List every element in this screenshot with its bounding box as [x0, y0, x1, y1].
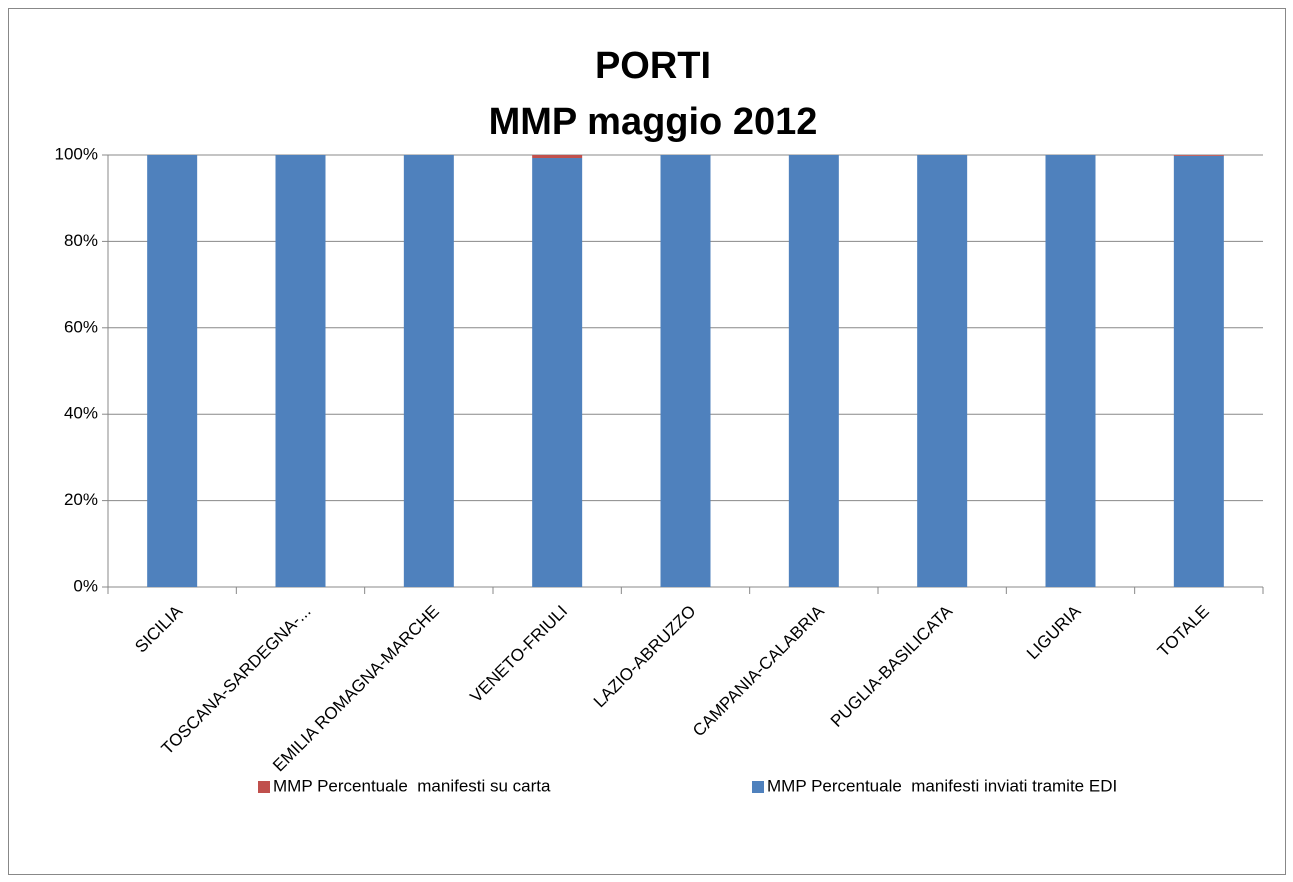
bar	[1045, 155, 1096, 587]
y-tick-label: 80%	[64, 231, 98, 250]
bar	[788, 155, 839, 587]
chart-title: PORTI	[595, 45, 711, 87]
bar	[1173, 155, 1224, 587]
legend-swatch	[258, 781, 270, 793]
bar	[532, 158, 583, 588]
y-tick-label: 60%	[64, 317, 98, 336]
legend-swatch	[752, 781, 764, 793]
bar	[403, 155, 454, 587]
legend-label: MMP Percentuale manifesti su carta	[273, 776, 551, 795]
bar	[917, 155, 968, 587]
legend-label: MMP Percentuale manifesti inviati tramit…	[767, 776, 1117, 795]
y-tick-label: 0%	[73, 576, 98, 595]
bar	[275, 155, 326, 587]
bar	[660, 155, 711, 587]
chart-title: MMP maggio 2012	[489, 101, 818, 143]
bar	[1173, 155, 1224, 156]
y-tick-label: 40%	[64, 404, 98, 423]
bar	[147, 155, 198, 587]
y-tick-label: 100%	[55, 144, 98, 163]
y-tick-label: 20%	[64, 490, 98, 509]
bar	[532, 155, 583, 159]
